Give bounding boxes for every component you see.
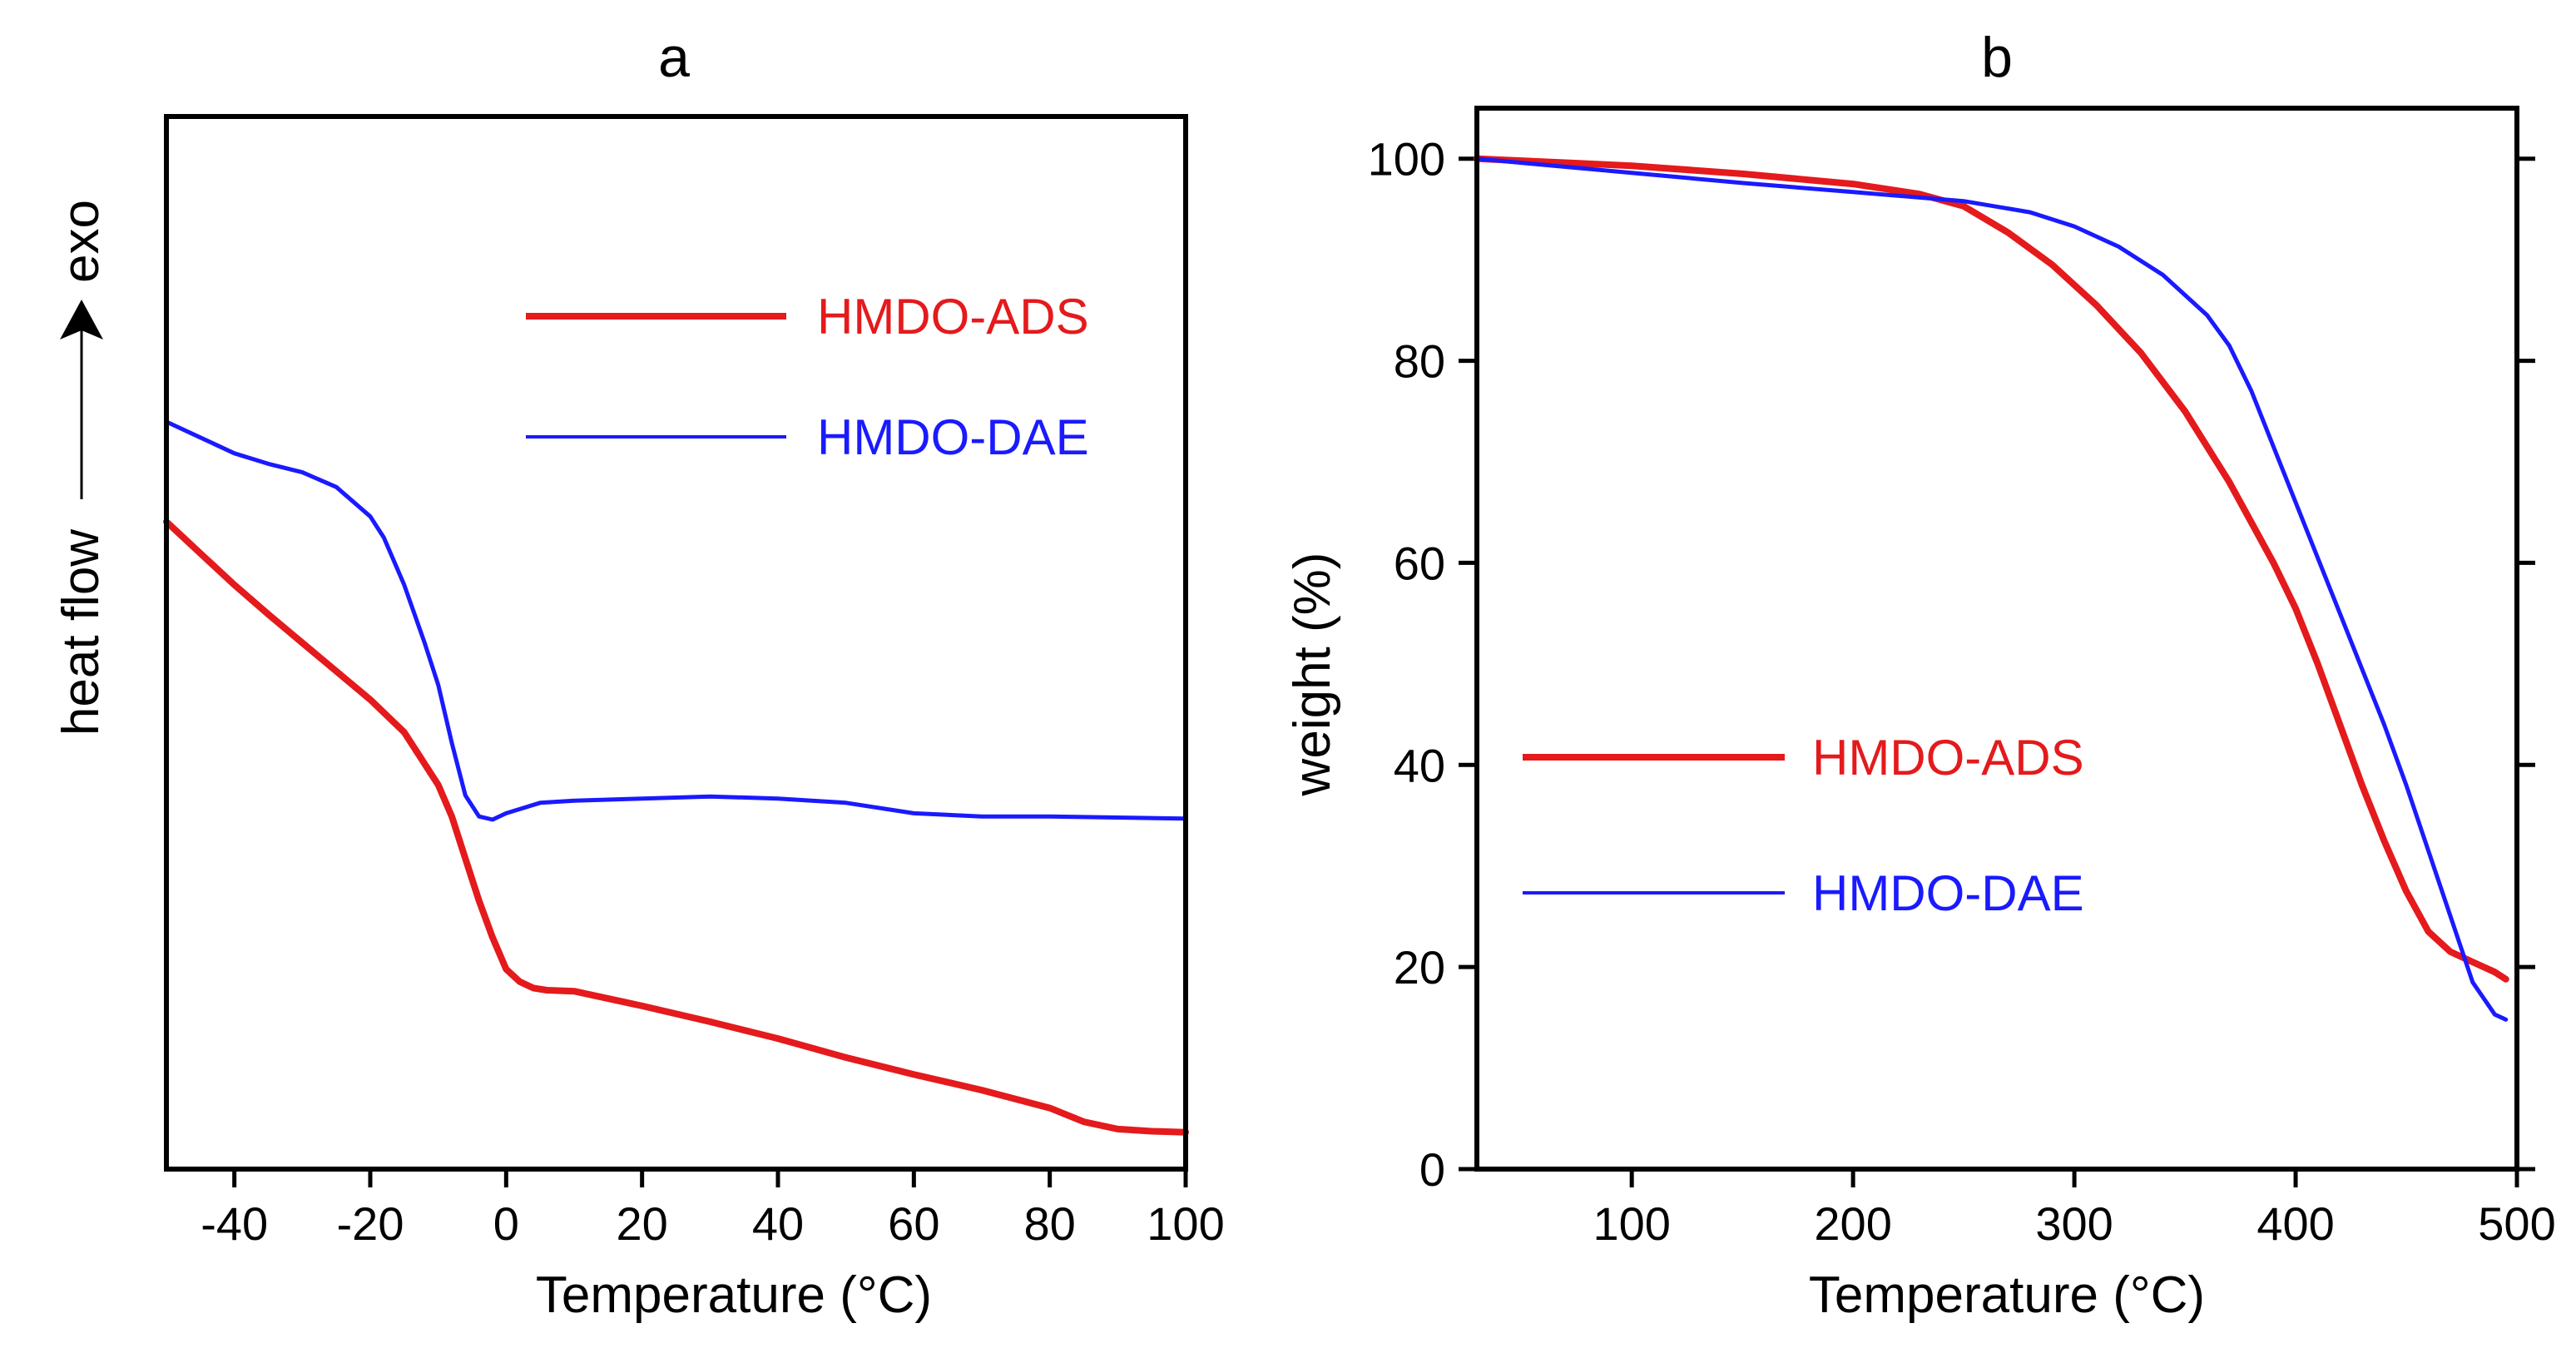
panel-b-y-tick-label-20: 20 bbox=[1394, 941, 1445, 994]
panel-a-x-tick-labels: -40 -20 0 20 40 60 80 100 bbox=[201, 1197, 1225, 1250]
panel-b-x-tick-label-400: 400 bbox=[2256, 1197, 2334, 1250]
panel-a-legend-label-hmdo-ads: HMDO-ADS bbox=[817, 289, 1089, 344]
panel-b-y-tick-label-100: 100 bbox=[1368, 133, 1445, 186]
panel-a-series-hmdo-dae bbox=[164, 419, 1188, 822]
panel-a-x-tick-label-20: -20 bbox=[337, 1197, 404, 1250]
panel-b-title: b bbox=[1981, 26, 2013, 89]
panel-b-plot-frame bbox=[1474, 106, 2519, 1172]
panel-b-x-tick-labels: 100 200 300 400 500 bbox=[1593, 1197, 2555, 1250]
panel-b-y-tick-labels: 0 20 40 60 80 100 bbox=[1368, 133, 1445, 1196]
panel-a-x-tick-label-80: 80 bbox=[1024, 1197, 1076, 1250]
panel-b-legend-label-hmdo-ads: HMDO-ADS bbox=[1812, 730, 2084, 786]
panel-b-legend: HMDO-ADS HMDO-DAE bbox=[1523, 730, 2084, 921]
panel-a-xlabel: Temperature (°C) bbox=[536, 1266, 932, 1324]
panel-a-dsc-chart: a heat flow exo -40 -20 0 20 40 60 80 100 Tempe… bbox=[52, 26, 1225, 1324]
panel-b-y-tick-label-40: 40 bbox=[1394, 739, 1445, 791]
panel-a-curves bbox=[163, 419, 1189, 1136]
panel-a-x-tick-label-20: 20 bbox=[617, 1197, 668, 1250]
panel-a-x-tick-label-100: 100 bbox=[1147, 1197, 1224, 1250]
panel-a-ylabel-group: heat flow exo bbox=[52, 200, 110, 736]
panel-b-x-tick-label-100: 100 bbox=[1593, 1197, 1670, 1250]
panel-a-x-tick-label-0: 0 bbox=[493, 1197, 519, 1250]
panel-a-x-tick-label-60: 60 bbox=[888, 1197, 939, 1250]
panel-a-series-hmdo-ads bbox=[163, 518, 1189, 1136]
panel-a-exo-arrow-head-icon bbox=[60, 300, 103, 339]
panel-b-tga-chart: b weight (%) 100 200 300 400 500 0 20 40 60 80 10… bbox=[1284, 26, 2556, 1324]
panel-a-x-tick-label-40: 40 bbox=[752, 1197, 804, 1250]
panel-a-x-ticks bbox=[232, 1169, 1188, 1187]
panel-b-ticks bbox=[1459, 156, 2535, 1187]
panel-a-legend-label-hmdo-dae: HMDO-DAE bbox=[817, 409, 1089, 465]
panel-b-series-hmdo-ads bbox=[1474, 155, 2509, 983]
panel-b-x-tick-label-200: 200 bbox=[1814, 1197, 1891, 1250]
panel-b-y-tick-label-60: 60 bbox=[1394, 537, 1445, 589]
panel-b-curves bbox=[1474, 155, 2509, 1022]
panel-b-x-tick-label-500: 500 bbox=[2478, 1197, 2555, 1250]
panel-b-x-tick-label-300: 300 bbox=[2035, 1197, 2113, 1250]
panel-b-y-tick-label-0: 0 bbox=[1419, 1143, 1445, 1196]
panel-a-x-tick-label-40: -40 bbox=[201, 1197, 268, 1250]
panel-b-legend-label-hmdo-dae: HMDO-DAE bbox=[1812, 865, 2084, 921]
panel-b-ylabel: weight (%) bbox=[1284, 553, 1341, 797]
panel-b-series-hmdo-dae bbox=[1474, 156, 2509, 1022]
panel-a-plot-frame bbox=[164, 114, 1188, 1172]
panel-a-ylabel: heat flow bbox=[52, 529, 110, 736]
panel-a-legend: HMDO-ADS HMDO-DAE bbox=[526, 289, 1089, 465]
panel-a-exo-label: exo bbox=[52, 200, 110, 283]
panel-a-title: a bbox=[658, 26, 690, 89]
panel-b-y-tick-label-80: 80 bbox=[1394, 335, 1445, 388]
panel-b-xlabel: Temperature (°C) bbox=[1809, 1266, 2205, 1324]
